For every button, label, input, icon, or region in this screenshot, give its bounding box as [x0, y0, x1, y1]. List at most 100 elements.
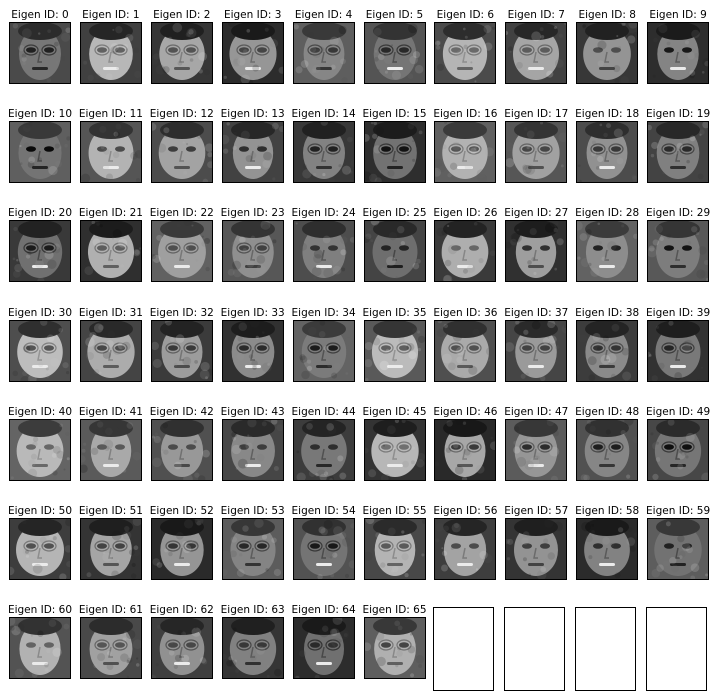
eigenface-panel: Eigen ID: 55 [362, 504, 427, 580]
eigenface-title: Eigen ID: 58 [575, 505, 640, 517]
eigenface-title: Eigen ID: 48 [575, 405, 640, 418]
eigenface-image [9, 319, 71, 382]
eigenface-panel: Eigen ID: 27 [504, 206, 568, 283]
eigenface-image [647, 22, 710, 84]
eigenface-image [434, 518, 497, 580]
eigenface-title: Eigen ID: 56 [433, 505, 498, 517]
eigenface-title: Eigen ID: 47 [504, 405, 569, 418]
eigenface-panel: Eigen ID: 26 [433, 206, 497, 283]
eigenface-panel: Eigen ID: 8 [576, 8, 639, 84]
eigenface-title: Eigen ID: 24 [291, 207, 356, 220]
eigenface-image [576, 418, 639, 481]
eigenface-image [9, 22, 71, 84]
eigenface-title: Eigen ID: 12 [149, 108, 214, 121]
eigenface-title: Eigen ID: 0 [11, 9, 69, 21]
eigenface-image [505, 518, 568, 580]
eigenface-panel: Eigen ID: 51 [79, 504, 143, 580]
eigenface-image [150, 22, 213, 84]
eigenface-title: Eigen ID: 16 [433, 108, 498, 121]
eigenface-panel: Eigen ID: 16 [433, 107, 497, 184]
eigenface-image [79, 22, 142, 84]
eigenface-title: Eigen ID: 17 [504, 108, 569, 121]
eigenface-title: Eigen ID: 26 [433, 207, 498, 220]
eigenface-title: Eigen ID: 35 [362, 306, 427, 319]
eigenface-title: Eigen ID: 65 [362, 604, 427, 617]
eigenface-panel: Eigen ID: 30 [8, 306, 72, 382]
eigenface-image [292, 220, 355, 283]
eigenface-title: Eigen ID: 54 [291, 505, 356, 517]
eigenface-image [221, 22, 284, 84]
eigenface-image [647, 319, 710, 382]
eigenface-panel: Eigen ID: 64 [292, 603, 356, 680]
eigenface-panel: Eigen ID: 60 [8, 603, 72, 680]
eigenface-panel: Eigen ID: 47 [504, 405, 568, 481]
eigenface-title: Eigen ID: 53 [220, 505, 285, 517]
eigenface-panel: Eigen ID: 36 [433, 306, 497, 382]
eigenface-image [150, 418, 213, 481]
empty-panel [574, 607, 636, 691]
eigenface-panel: Eigen ID: 33 [221, 306, 285, 382]
empty-panel [645, 607, 707, 691]
eigenface-title: Eigen ID: 19 [646, 108, 711, 121]
eigenface-title: Eigen ID: 37 [504, 306, 569, 319]
eigenface-title: Eigen ID: 23 [220, 207, 285, 220]
eigenface-image [292, 319, 355, 382]
eigenface-title: Eigen ID: 64 [291, 604, 356, 617]
eigenface-image [647, 418, 710, 481]
eigenface-title: Eigen ID: 33 [220, 306, 285, 319]
eigenface-image [363, 220, 426, 283]
eigenface-image [79, 418, 142, 481]
eigenface-image [434, 220, 497, 283]
eigenface-title: Eigen ID: 42 [149, 405, 214, 418]
empty-panel [503, 607, 565, 691]
eigenface-title: Eigen ID: 40 [7, 405, 73, 418]
eigenface-panel: Eigen ID: 52 [150, 504, 214, 580]
eigenface-title: Eigen ID: 27 [504, 207, 569, 220]
eigenface-image [576, 220, 639, 283]
eigenface-panel: Eigen ID: 42 [150, 405, 214, 481]
eigenface-image [150, 319, 213, 382]
eigenface-title: Eigen ID: 31 [78, 306, 143, 319]
eigenface-image [221, 121, 284, 184]
eigenface-panel: Eigen ID: 44 [292, 405, 356, 481]
eigenface-panel: Eigen ID: 7 [505, 8, 568, 84]
eigenface-image [79, 319, 142, 382]
eigenface-panel: Eigen ID: 41 [79, 405, 143, 481]
eigenface-image [505, 418, 568, 481]
eigenface-image [150, 617, 213, 680]
eigenface-image [505, 220, 568, 283]
eigenface-panel: Eigen ID: 45 [362, 405, 427, 481]
eigenface-image [363, 518, 426, 580]
eigenface-title: Eigen ID: 5 [365, 9, 424, 21]
eigenface-image [434, 22, 497, 84]
eigenface-panel: Eigen ID: 5 [363, 8, 426, 84]
eigenface-title: Eigen ID: 13 [220, 108, 285, 121]
eigenface-panel: Eigen ID: 17 [504, 107, 568, 184]
eigenface-image [363, 617, 426, 680]
eigenface-panel: Eigen ID: 12 [150, 107, 214, 184]
eigenface-panel: Eigen ID: 15 [362, 107, 427, 184]
eigenface-panel: Eigen ID: 65 [362, 603, 427, 680]
eigenface-title: Eigen ID: 39 [646, 306, 711, 319]
eigenface-title: Eigen ID: 28 [575, 207, 640, 220]
eigenface-image [292, 22, 355, 84]
eigenface-panel: Eigen ID: 2 [150, 8, 213, 84]
eigenface-panel: Eigen ID: 59 [646, 504, 710, 580]
eigenface-panel: Eigen ID: 6 [434, 8, 497, 84]
eigenface-panel: Eigen ID: 24 [292, 206, 356, 283]
eigenface-panel: Eigen ID: 49 [646, 405, 710, 481]
eigenface-image [221, 518, 284, 580]
eigenface-image [150, 220, 213, 283]
eigenface-panel: Eigen ID: 39 [646, 306, 710, 382]
eigenface-panel: Eigen ID: 46 [433, 405, 497, 481]
eigenface-panel: Eigen ID: 4 [292, 8, 355, 84]
eigenface-title: Eigen ID: 62 [149, 604, 214, 617]
empty-panel [433, 607, 494, 691]
eigenface-image [505, 319, 568, 382]
eigenface-image [79, 220, 142, 283]
eigenface-panel: Eigen ID: 43 [221, 405, 285, 481]
eigenface-title: Eigen ID: 60 [7, 604, 73, 617]
eigenface-title: Eigen ID: 61 [78, 604, 143, 617]
eigenface-image [150, 518, 213, 580]
eigenface-title: Eigen ID: 49 [646, 405, 711, 418]
